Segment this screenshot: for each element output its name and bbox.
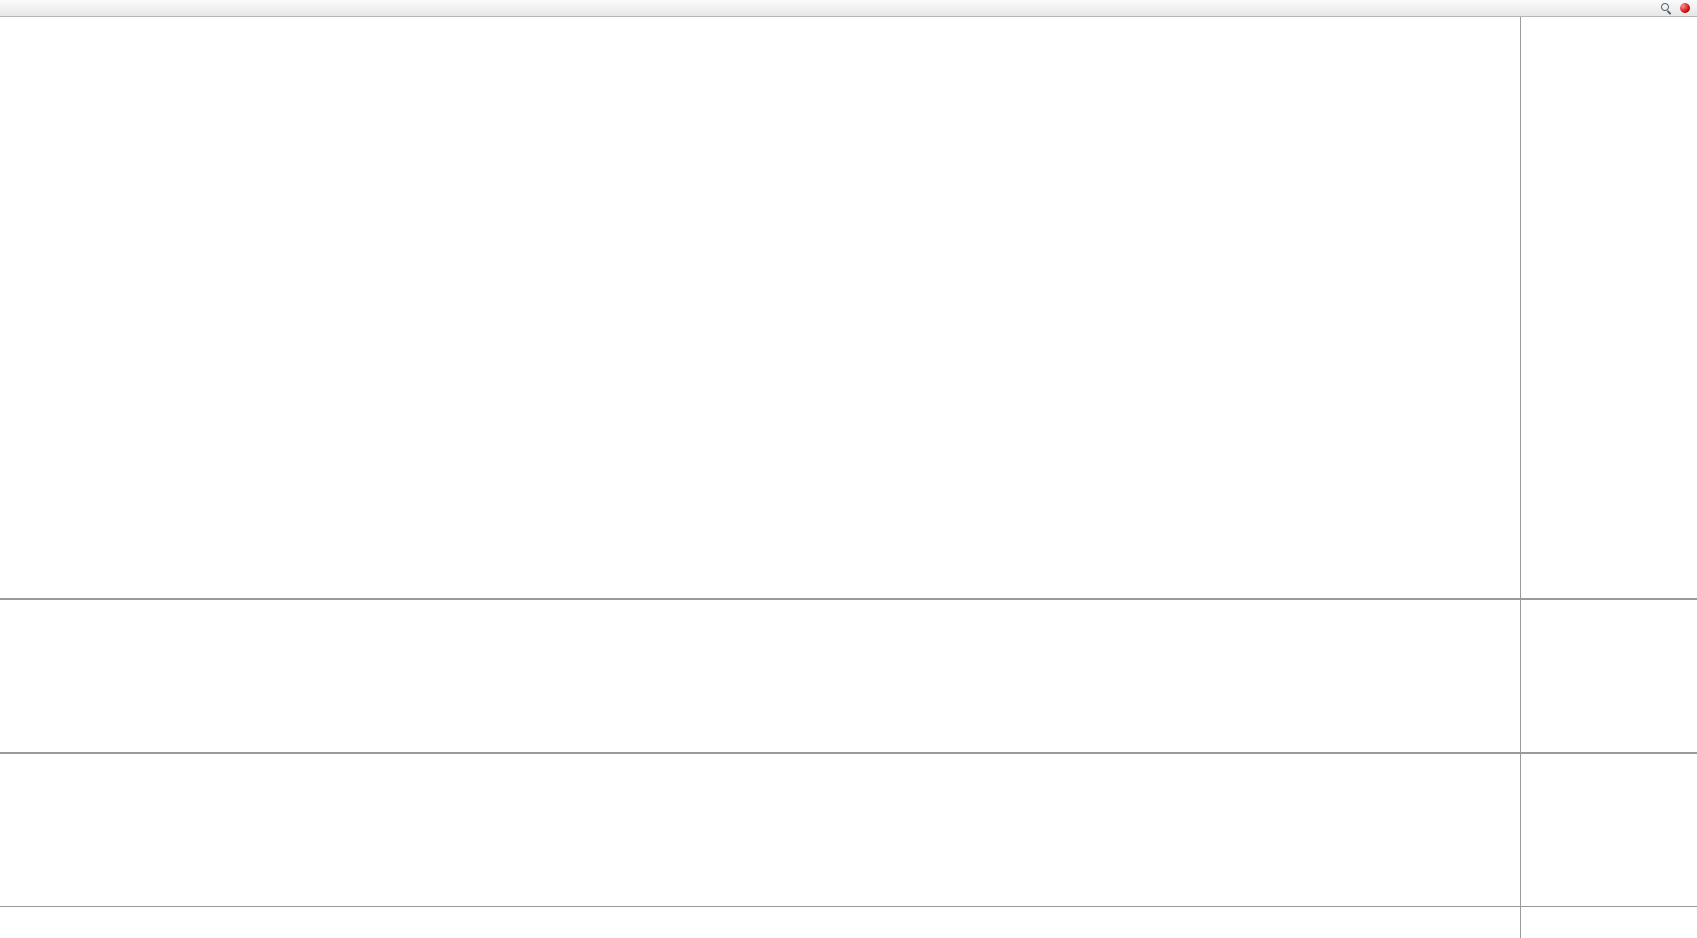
main-chart-area[interactable]: [0, 17, 1520, 598]
toolbar: [0, 0, 1697, 17]
macd-panel[interactable]: [0, 600, 1520, 752]
time-axis[interactable]: [0, 906, 1697, 938]
separator-main-macd[interactable]: [0, 598, 1697, 600]
rsi-panel[interactable]: [0, 754, 1520, 906]
price-axis[interactable]: [1520, 17, 1697, 906]
separator-macd-rsi[interactable]: [0, 752, 1697, 754]
separator-rsi-timeaxis[interactable]: [0, 906, 1697, 907]
search-icon[interactable]: [1660, 2, 1673, 15]
community-icon[interactable]: [1680, 3, 1690, 13]
price-axis-border: [1520, 17, 1521, 938]
